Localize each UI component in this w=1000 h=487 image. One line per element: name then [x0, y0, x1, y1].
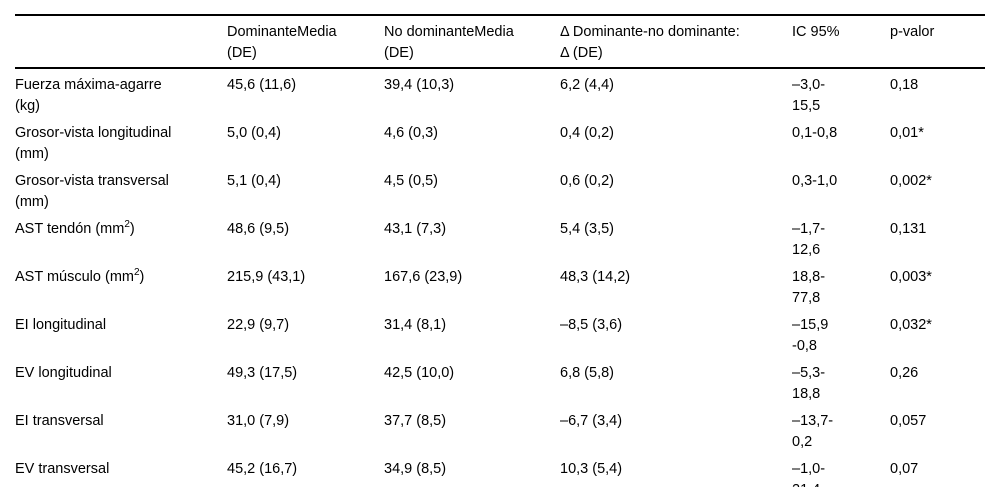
cell-dominante: 31,0 (7,9) [227, 413, 290, 429]
cell-dominante: 48,6 (9,5) [227, 221, 290, 237]
cell-ic95: –1,0- 21,4 [792, 461, 826, 487]
cell-ic95: 0,3-1,0 [792, 173, 838, 189]
row-label-text: Grosor-vista longitudinal (mm) [15, 125, 172, 162]
cell-ic95: –3,0- 15,5 [792, 77, 826, 114]
row-label-text: EV transversal [15, 461, 110, 477]
cell-delta: –6,7 (3,4) [560, 413, 623, 429]
cell-dominante: 5,1 (0,4) [227, 173, 281, 189]
row-label: AST músculo (mm2) [15, 261, 227, 309]
cell-no-dominante: 34,9 (8,5) [384, 461, 447, 477]
table-row: AST tendón (mm2) 48,6 (9,5) 43,1 (7,3) 5… [15, 213, 985, 261]
cell-p-valor: 0,003* [890, 269, 932, 285]
row-label: Grosor-vista longitudinal (mm) [15, 117, 227, 165]
cell-p-valor: 0,057 [890, 413, 927, 429]
header-dominante: DominanteMedia (DE) [227, 15, 384, 69]
header-ic95: IC 95% [792, 15, 890, 69]
cell-p-valor: 0,01* [890, 125, 924, 141]
cell-no-dominante: 4,6 (0,3) [384, 125, 438, 141]
cell-no-dominante: 4,5 (0,5) [384, 173, 438, 189]
cell-no-dominante: 37,7 (8,5) [384, 413, 447, 429]
cell-no-dominante: 167,6 (23,9) [384, 269, 463, 285]
cell-ic95: 0,1-0,8 [792, 125, 838, 141]
cell-dominante: 49,3 (17,5) [227, 365, 298, 381]
row-label: AST tendón (mm2) [15, 213, 227, 261]
table-row: Fuerza máxima-agarre (kg) 45,6 (11,6) 39… [15, 68, 985, 117]
cell-delta: 0,6 (0,2) [560, 173, 614, 189]
table-row: EI longitudinal 22,9 (9,7) 31,4 (8,1) –8… [15, 309, 985, 357]
row-label: Grosor-vista transversal (mm) [15, 165, 227, 213]
cell-ic95: –5,3- 18,8 [792, 365, 826, 402]
cell-p-valor: 0,26 [890, 365, 919, 381]
row-label: EV transversal [15, 453, 227, 487]
cell-no-dominante: 43,1 (7,3) [384, 221, 447, 237]
row-label-superscript: 2 [124, 219, 130, 231]
cell-ic95: –1,7- 12,6 [792, 221, 826, 258]
header-blank [15, 15, 227, 69]
row-label-text: EV longitudinal [15, 365, 112, 381]
row-label-text: AST tendón (mm [15, 221, 125, 237]
table-row: AST músculo (mm2) 215,9 (43,1) 167,6 (23… [15, 261, 985, 309]
cell-dominante: 22,9 (9,7) [227, 317, 290, 333]
header-p-valor: p-valor [890, 15, 985, 69]
cell-delta: 5,4 (3,5) [560, 221, 614, 237]
cell-delta: 6,8 (5,8) [560, 365, 614, 381]
cell-delta: 0,4 (0,2) [560, 125, 614, 141]
cell-delta: 6,2 (4,4) [560, 77, 614, 93]
results-table: DominanteMedia (DE) No dominanteMedia (D… [15, 14, 985, 487]
row-label-text: Grosor-vista transversal (mm) [15, 173, 169, 210]
cell-dominante: 45,6 (11,6) [227, 77, 297, 93]
cell-p-valor: 0,002* [890, 173, 932, 189]
cell-ic95: –15,9 -0,8 [792, 317, 829, 354]
row-label-text: EI transversal [15, 413, 104, 429]
row-label-suffix: ) [139, 269, 145, 285]
row-label-text: EI longitudinal [15, 317, 107, 333]
cell-p-valor: 0,131 [890, 221, 927, 237]
row-label: EV longitudinal [15, 357, 227, 405]
row-label: EI transversal [15, 405, 227, 453]
header-delta: Δ Dominante-no dominante: Δ (DE) [560, 15, 792, 69]
row-label-suffix: ) [129, 221, 135, 237]
table-row: Grosor-vista longitudinal (mm) 5,0 (0,4)… [15, 117, 985, 165]
cell-no-dominante: 39,4 (10,3) [384, 77, 455, 93]
cell-dominante: 45,2 (16,7) [227, 461, 298, 477]
cell-delta: –8,5 (3,6) [560, 317, 623, 333]
cell-p-valor: 0,07 [890, 461, 919, 477]
row-label: EI longitudinal [15, 309, 227, 357]
cell-ic95: 18,8- 77,8 [792, 269, 826, 306]
table-row: EV transversal 45,2 (16,7) 34,9 (8,5) 10… [15, 453, 985, 487]
cell-p-valor: 0,18 [890, 77, 919, 93]
cell-p-valor: 0,032* [890, 317, 932, 333]
cell-dominante: 5,0 (0,4) [227, 125, 281, 141]
cell-delta: 48,3 (14,2) [560, 269, 631, 285]
row-label-superscript: 2 [133, 267, 140, 279]
cell-delta: 10,3 (5,4) [560, 461, 623, 477]
header-no-dominante: No dominanteMedia (DE) [384, 15, 560, 69]
cell-ic95: –13,7- 0,2 [792, 413, 834, 450]
cell-dominante: 215,9 (43,1) [227, 269, 306, 285]
header-row: DominanteMedia (DE) No dominanteMedia (D… [15, 15, 985, 69]
table-row: EV longitudinal 49,3 (17,5) 42,5 (10,0) … [15, 357, 985, 405]
table-row: Grosor-vista transversal (mm) 5,1 (0,4) … [15, 165, 985, 213]
row-label-text: Fuerza máxima-agarre (kg) [15, 77, 162, 114]
row-label-text: AST músculo (mm [15, 269, 134, 285]
cell-no-dominante: 42,5 (10,0) [384, 365, 455, 381]
cell-no-dominante: 31,4 (8,1) [384, 317, 447, 333]
table-row: EI transversal 31,0 (7,9) 37,7 (8,5) –6,… [15, 405, 985, 453]
row-label: Fuerza máxima-agarre (kg) [15, 68, 227, 117]
